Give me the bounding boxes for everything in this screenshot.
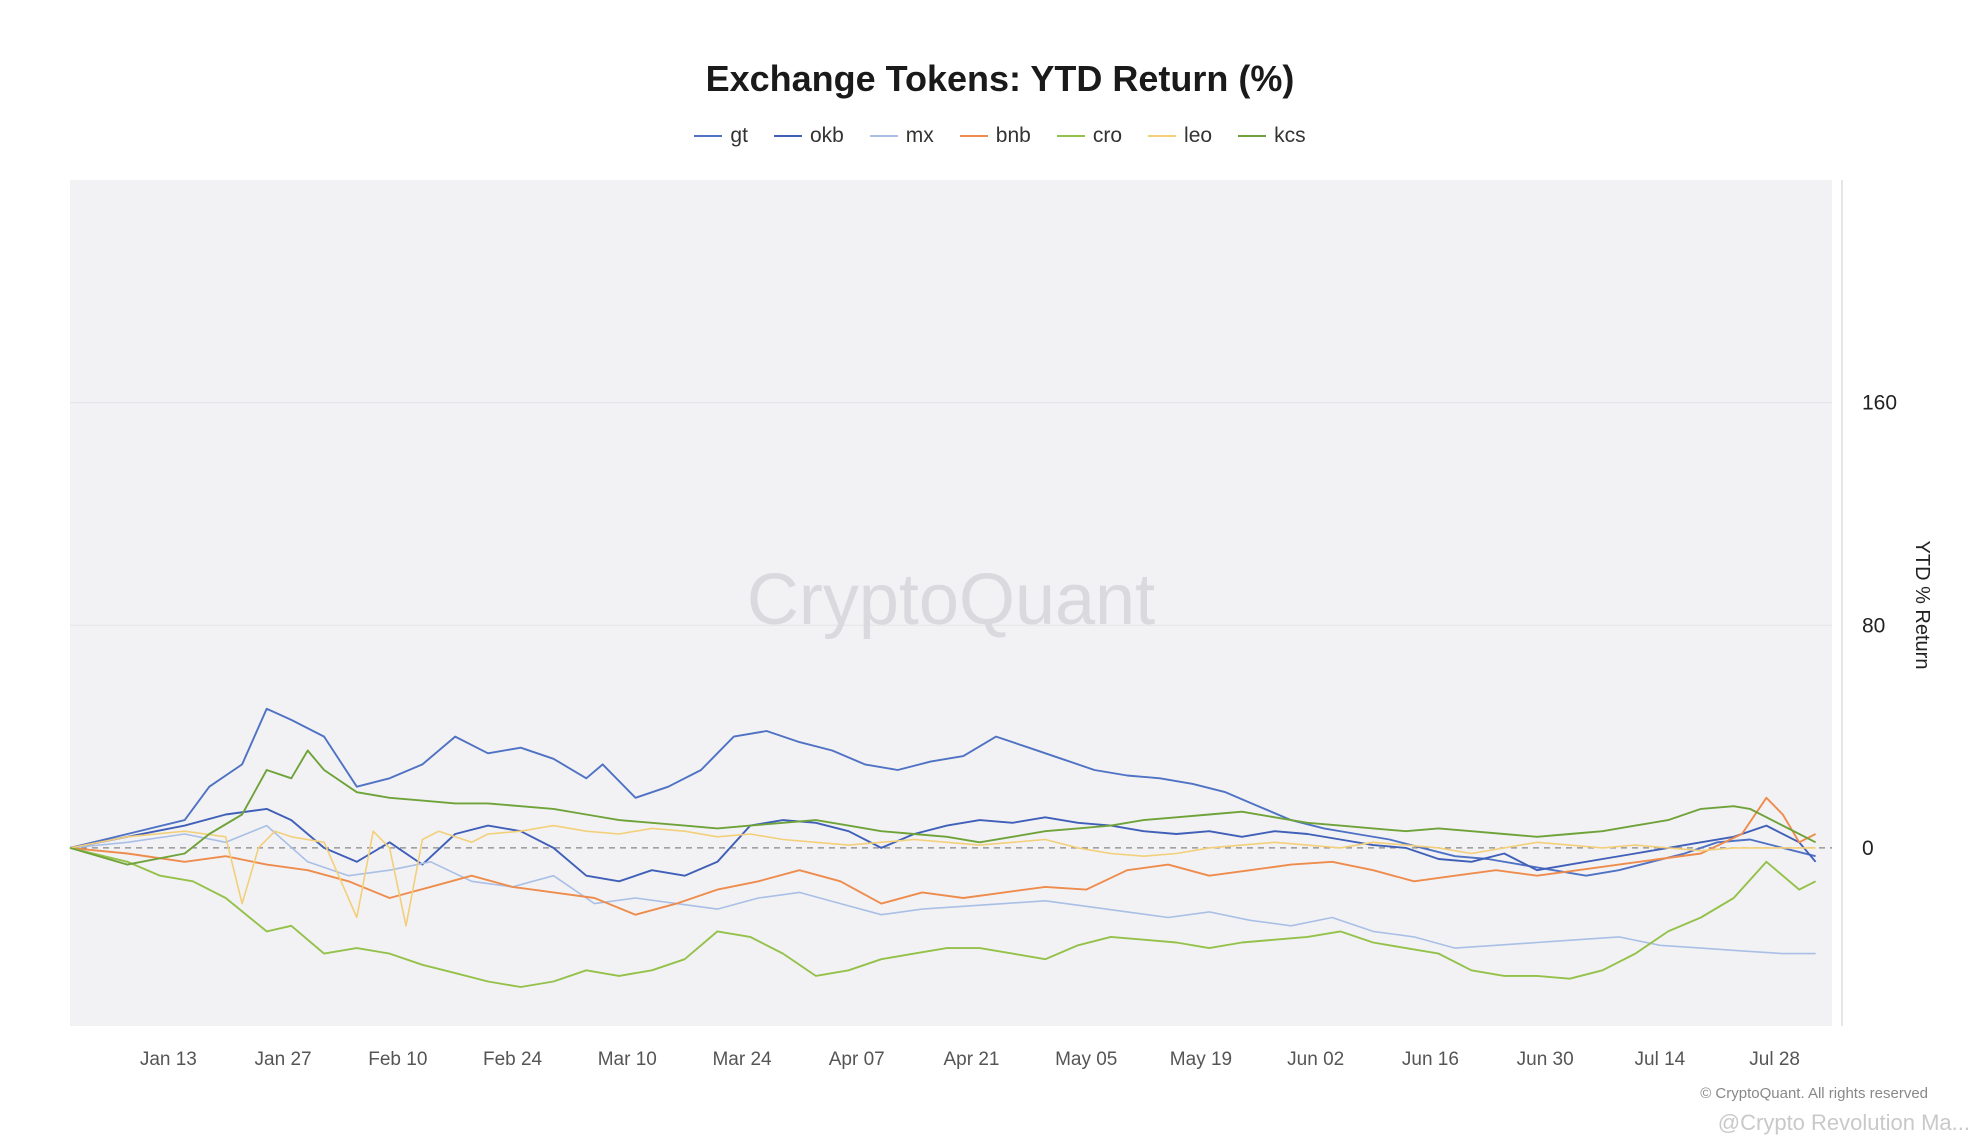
x-tick-label: Jan 13	[140, 1049, 197, 1070]
legend-item-leo[interactable]: leo	[1148, 124, 1212, 148]
chart-title: Exchange Tokens: YTD Return (%)	[705, 58, 1295, 99]
chart-legend: gt okb mx bnb cro leo kcs	[0, 124, 1984, 148]
legend-label: leo	[1184, 124, 1213, 147]
series-line-cro	[69, 846, 1817, 988]
x-tick-label: Jun 16	[1402, 1049, 1459, 1070]
legend-item-okb[interactable]: okb	[773, 124, 844, 148]
x-tick-label: May 19	[1170, 1049, 1232, 1070]
y-tick-label: 80	[1862, 614, 1885, 637]
x-tick-label: Jun 30	[1517, 1049, 1574, 1070]
legend-swatch	[773, 135, 802, 137]
legend-label: okb	[809, 124, 844, 147]
series-line-mx	[69, 824, 1816, 955]
x-tick-label: Mar 24	[712, 1049, 772, 1070]
legend-item-cro[interactable]: cro	[1056, 124, 1123, 148]
legend-swatch	[869, 135, 898, 137]
legend-item-mx[interactable]: mx	[869, 124, 934, 148]
y-tick-label: 160	[1862, 392, 1897, 415]
x-tick-label: Jan 27	[255, 1049, 312, 1070]
grid-lines	[70, 402, 1832, 626]
x-tick-label: May 05	[1055, 1049, 1117, 1070]
legend-swatch	[1056, 135, 1085, 137]
x-tick-label: Feb 24	[483, 1049, 543, 1070]
x-tick-label: Apr 07	[829, 1049, 885, 1070]
legend-swatch	[1238, 135, 1267, 137]
legend-swatch	[959, 135, 988, 137]
footer-watermark: @Crypto Revolution Ma...	[1717, 1110, 1970, 1135]
legend-label: bnb	[995, 124, 1031, 147]
series-line-kcs	[69, 749, 1817, 866]
legend-label: cro	[1092, 124, 1123, 147]
y-axis-ticks: 0 80 160	[1862, 392, 1897, 860]
legend-swatch	[1148, 135, 1177, 137]
legend-item-kcs[interactable]: kcs	[1238, 124, 1306, 148]
x-tick-label: Jul 14	[1635, 1049, 1686, 1070]
x-axis-ticks: Jan 13 Jan 27 Feb 10 Feb 24 Mar 10 Mar 24 Apr …	[140, 1049, 1800, 1070]
series-line-bnb	[69, 796, 1817, 916]
legend-swatch	[694, 135, 723, 137]
legend-item-bnb[interactable]: bnb	[959, 124, 1031, 148]
x-tick-label: Jul 28	[1749, 1049, 1800, 1070]
series-line-okb	[69, 807, 1817, 883]
y-axis-title: YTD % Return	[1911, 541, 1933, 670]
legend-item-gt[interactable]: gt	[694, 124, 748, 148]
legend-label: gt	[730, 124, 748, 147]
x-tick-label: Jun 02	[1287, 1049, 1344, 1070]
copyright-credit: © CryptoQuant. All rights reserved	[1700, 1085, 1928, 1102]
x-tick-label: Mar 10	[598, 1049, 657, 1070]
series-line-leo	[69, 824, 1816, 927]
x-tick-label: Feb 10	[368, 1049, 427, 1070]
x-tick-label: Apr 21	[943, 1049, 999, 1070]
legend-label: mx	[905, 124, 934, 147]
legend-label: kcs	[1274, 124, 1306, 147]
y-tick-label: 0	[1862, 837, 1874, 860]
watermark-logo: CryptoQuant	[747, 560, 1155, 640]
series-layer	[69, 707, 1817, 988]
